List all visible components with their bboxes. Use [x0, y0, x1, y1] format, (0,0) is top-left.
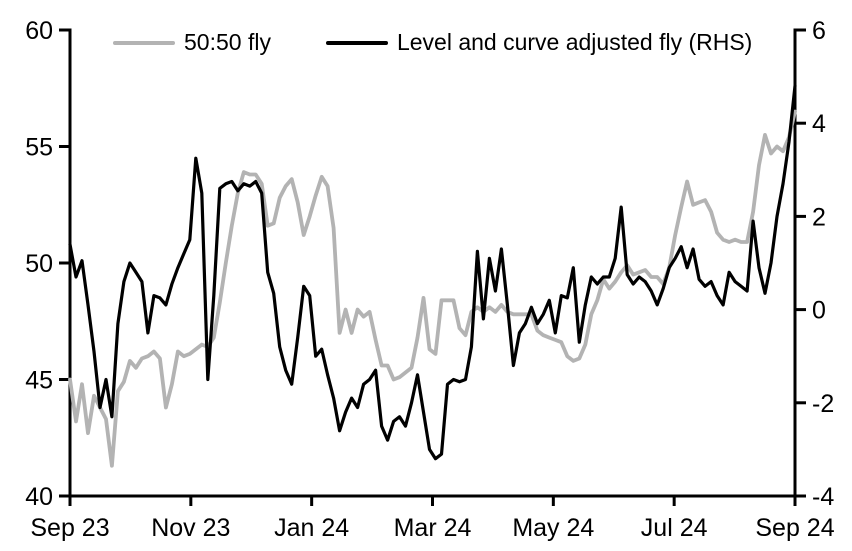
legend-item-level-curve-adjusted-fly: Level and curve adjusted fly (RHS)	[325, 29, 753, 55]
legend-line-5050-fly-icon	[113, 40, 175, 45]
legend-label-5050-fly: 50:50 fly	[184, 29, 271, 55]
x-axis-tick-label: Sep 24	[755, 514, 834, 542]
right-axis-tick-label: 0	[812, 297, 826, 325]
legend-item-5050-fly: 50:50 fly	[113, 31, 271, 54]
x-axis-tick-label: Nov 23	[151, 514, 230, 542]
left-axis-tick-label: 55	[25, 134, 53, 162]
right-axis-tick-label: -2	[812, 390, 834, 418]
right-axis-tick-label: -4	[812, 483, 834, 511]
right-axis-tick-label: 6	[812, 17, 826, 45]
left-axis-tick-label: 40	[25, 483, 53, 511]
right-axis-tick-label: 2	[812, 203, 826, 231]
left-axis-tick-label: 45	[25, 367, 53, 395]
x-axis-tick-label: Jul 24	[641, 514, 708, 542]
series-line-level-curve-adjusted-fly	[68, 84, 797, 461]
legend: 50:50 fly Level and curve adjusted fly (…	[113, 31, 752, 54]
left-axis-tick-label: 50	[25, 250, 53, 278]
series-line-fifty-fifty-fly	[68, 109, 797, 468]
right-axis-tick-label: 4	[812, 110, 826, 138]
x-axis-tick-label: May 24	[512, 514, 594, 542]
x-axis-tick-label: Mar 24	[394, 514, 472, 542]
x-axis-tick-label: Sep 23	[30, 514, 109, 542]
x-axis-tick-label: Jan 24	[274, 514, 349, 542]
left-axis-tick-label: 60	[25, 17, 53, 45]
legend-label-level-curve-adjusted-fly: Level and curve adjusted fly (RHS)	[396, 29, 753, 55]
legend-line-level-curve-adjusted-fly-icon	[325, 40, 388, 45]
